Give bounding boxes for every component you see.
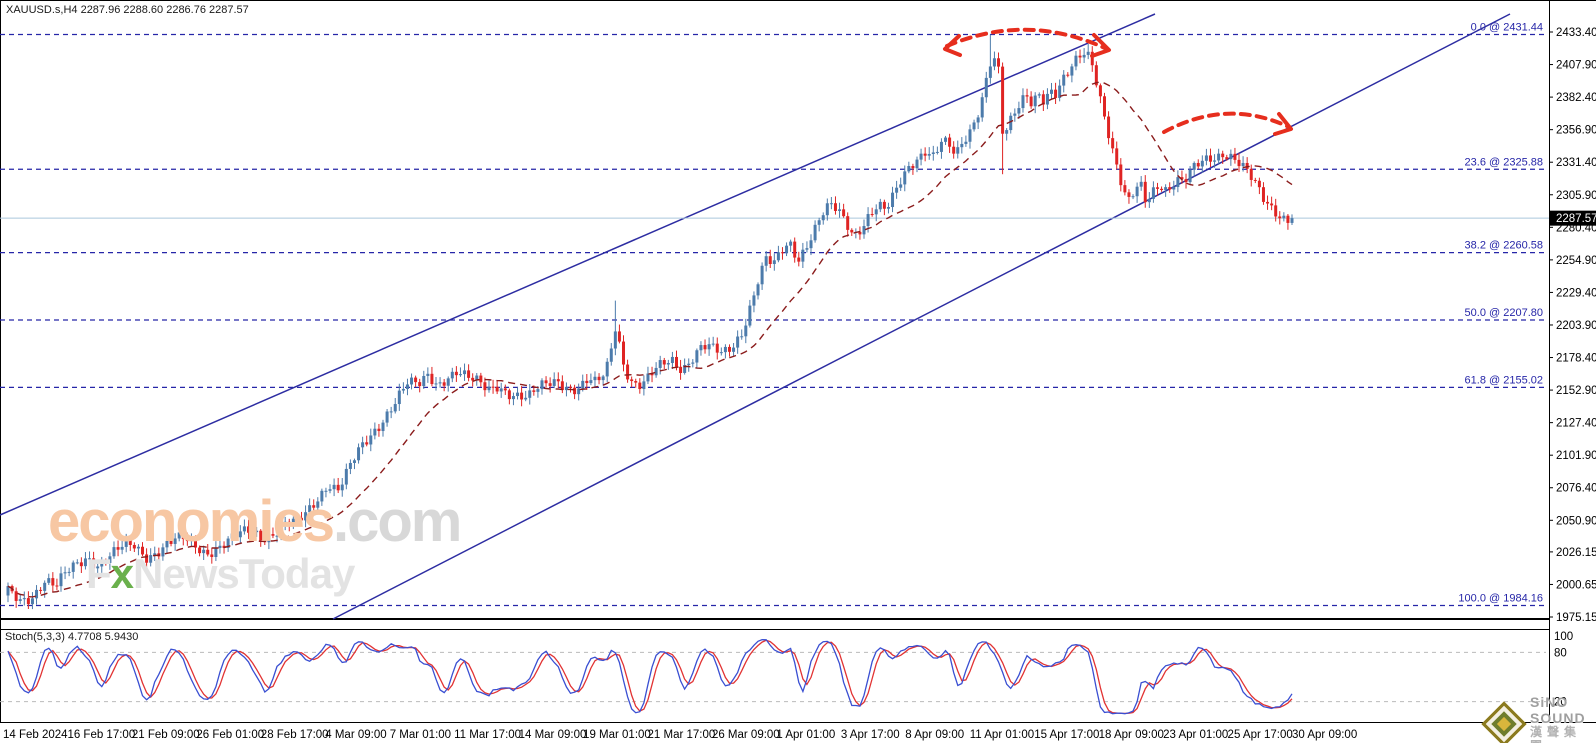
price-tick-label[interactable]: 2356.90	[1556, 125, 1596, 137]
fib-label: 0.0 @ 2431.44	[1471, 22, 1543, 34]
price-tick-label[interactable]: 2101.90	[1556, 450, 1596, 462]
candles-layer	[6, 34, 1294, 610]
stoch-indicator-label[interactable]: Stoch(5,3,3) 4.7708 5.9430	[5, 631, 139, 643]
time-tick-label[interactable]: 21 Mar 17:00	[648, 729, 716, 741]
price-tick-label[interactable]: 2203.90	[1556, 320, 1596, 332]
sino-sound-logo: SiNO SOUND 漢聲集團	[1481, 694, 1596, 743]
fib-label: 23.6 @ 2325.88	[1465, 156, 1543, 168]
time-tick-label[interactable]: 3 Apr 17:00	[841, 729, 900, 741]
time-tick-label[interactable]: 14 Feb 2024	[3, 729, 68, 741]
fib-label: 38.2 @ 2260.58	[1465, 240, 1543, 252]
price-tick-label[interactable]: 2254.90	[1556, 255, 1596, 267]
price-tick-label[interactable]: 2050.90	[1556, 515, 1596, 527]
current-price-badge	[1550, 210, 1596, 226]
time-tick-label[interactable]: 25 Apr 17:00	[1228, 729, 1293, 741]
price-tick-label[interactable]: 1975.15	[1556, 612, 1596, 624]
time-tick-label[interactable]: 21 Feb 09:00	[132, 729, 200, 741]
sino-sound-name: SiNO SOUND	[1530, 694, 1586, 727]
time-tick-label[interactable]: 18 Apr 09:00	[1099, 729, 1164, 741]
price-tick-label[interactable]: 2382.40	[1556, 92, 1596, 104]
price-tick-label[interactable]: 2178.40	[1556, 353, 1596, 365]
stoch-signal-line	[7, 639, 1293, 715]
time-tick-label[interactable]: 26 Mar 09:00	[712, 729, 780, 741]
price-tick-label[interactable]: 2229.40	[1556, 287, 1596, 299]
price-tick-label[interactable]: 2433.40	[1556, 27, 1596, 39]
chart-title-text: XAUUSD.s,H4 2287.96 2288.60 2286.76 2287…	[6, 4, 249, 16]
time-tick-label[interactable]: 4 Mar 09:00	[325, 729, 386, 741]
fib-label: 61.8 @ 2155.02	[1465, 374, 1543, 386]
stoch-scale-label[interactable]: 80	[1554, 647, 1567, 659]
stoch-main-line	[7, 639, 1293, 715]
trend-channel	[0, 13, 1511, 620]
price-tick-label[interactable]: 2127.40	[1556, 418, 1596, 430]
time-tick-label[interactable]: 28 Feb 17:00	[261, 729, 329, 741]
price-tick-label[interactable]: 2026.15	[1556, 547, 1596, 559]
price-tick-label[interactable]: 2305.90	[1556, 190, 1596, 202]
price-axis[interactable]: 2433.40 2407.90 2382.40 2356.90 2331.40 2305.…	[1549, 27, 1596, 624]
stoch-scale-label[interactable]: 20	[1554, 697, 1567, 709]
annotation-arrows	[943, 27, 1293, 136]
time-tick-label[interactable]: 15 Apr 17:00	[1034, 729, 1099, 741]
chart-title: XAUUSD.s,H4 2287.96 2288.60 2286.76 2287…	[6, 4, 249, 16]
price-tick-label[interactable]: 2000.65	[1556, 579, 1596, 591]
time-tick-label[interactable]: 11 Mar 17:00	[454, 729, 521, 741]
fibonacci-retracement: 0.0 @ 2431.44 23.6 @ 2325.88 38.2 @ 2260.5…	[0, 22, 1546, 607]
panel-borders	[0, 0, 1596, 723]
time-tick-label[interactable]: 19 Mar 01:00	[583, 729, 651, 741]
fib-label: 50.0 @ 2207.80	[1465, 307, 1543, 319]
time-tick-label[interactable]: 16 Feb 17:00	[67, 729, 135, 741]
time-tick-label[interactable]: 26 Feb 01:00	[196, 729, 264, 741]
sino-sound-chinese: 漢聲集團	[1530, 725, 1582, 743]
time-tick-label[interactable]: 11 Apr 01:00	[970, 729, 1034, 741]
stochastic-panel[interactable]: 100 80 20	[0, 631, 1573, 715]
moving-average	[7, 81, 1293, 598]
time-tick-label[interactable]: 1 Apr 01:00	[776, 729, 835, 741]
fib-label: 100.0 @ 1984.16	[1458, 592, 1543, 604]
stoch-scale-label[interactable]: 100	[1554, 631, 1573, 643]
time-tick-label[interactable]: 23 Apr 01:00	[1163, 729, 1228, 741]
price-tick-label[interactable]: 2407.90	[1556, 60, 1596, 72]
sino-sound-diamond-icon	[1481, 701, 1527, 743]
price-tick-label[interactable]: 2152.90	[1556, 385, 1596, 397]
price-tick-label[interactable]: 2331.40	[1556, 157, 1596, 169]
time-tick-label[interactable]: 14 Mar 09:00	[519, 729, 587, 741]
time-tick-label[interactable]: 30 Apr 09:00	[1292, 729, 1357, 741]
time-tick-label[interactable]: 8 Apr 09:00	[905, 729, 964, 741]
current-price-badge-text: 2287.57	[1556, 213, 1596, 225]
price-tick-label[interactable]: 2076.40	[1556, 483, 1596, 495]
time-tick-label[interactable]: 7 Mar 01:00	[390, 729, 451, 741]
